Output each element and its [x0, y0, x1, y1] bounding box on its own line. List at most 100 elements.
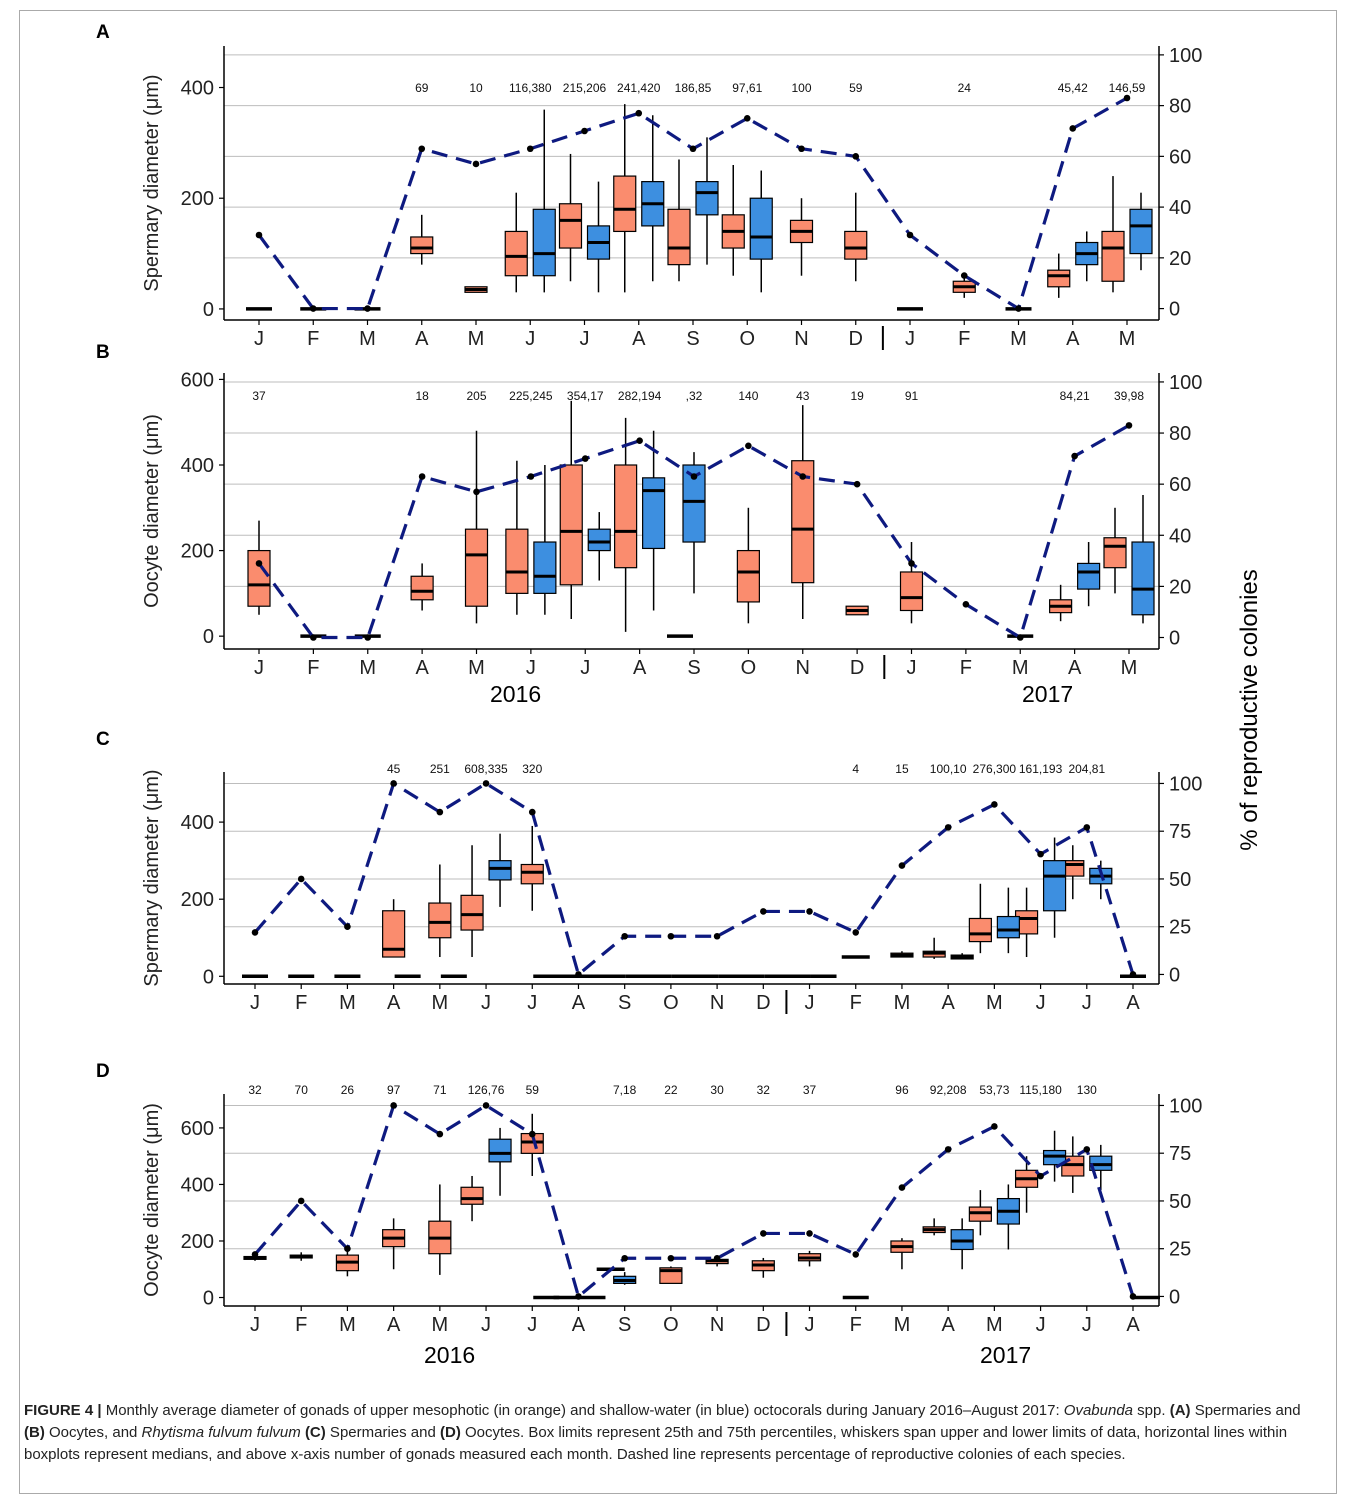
gonad-count-label: 19 — [850, 389, 864, 403]
reproductive-colonies-point — [528, 808, 536, 816]
x-tick-label: A — [387, 992, 401, 1014]
y2-tick-label: 25 — [1169, 1239, 1191, 1261]
y-tick-label: 200 — [181, 1231, 214, 1253]
x-tick-label: D — [850, 657, 864, 679]
x-tick-label: M — [894, 1314, 911, 1336]
mesophotic-box — [520, 863, 544, 885]
reproductive-colonies-point — [1071, 452, 1078, 460]
caption-species-1: Ovabunda — [1063, 1402, 1134, 1419]
x-tick-label: A — [633, 657, 647, 679]
shallow-box — [488, 1138, 512, 1163]
reproductive-colonies-point — [908, 560, 915, 567]
x-tick-label: F — [960, 657, 972, 679]
panel-label-a: A — [96, 22, 110, 43]
gonad-count-label: 146,59 — [1109, 81, 1146, 95]
x-tick-label: J — [250, 1314, 260, 1336]
gonad-count-label: 205 — [466, 389, 486, 403]
caption-text-2: spp. — [1133, 1402, 1170, 1419]
mesophotic-box — [736, 549, 760, 603]
y-axis-label: Spermary diameter (μm) — [141, 74, 163, 291]
gonad-count-label: 320 — [522, 762, 542, 776]
shallow-box — [682, 464, 706, 543]
x-tick-label: M — [1121, 657, 1138, 679]
mesophotic-box — [558, 203, 583, 249]
x-tick-label: M — [986, 1314, 1003, 1336]
x-tick-label: J — [525, 328, 535, 350]
reproductive-colonies-point — [390, 1102, 397, 1109]
reproductive-colonies-point — [297, 1197, 305, 1205]
x-tick-label: N — [710, 1314, 724, 1336]
x-tick-label: N — [710, 992, 724, 1014]
y2-tick-label: 100 — [1169, 372, 1202, 394]
x-tick-label: M — [339, 1314, 356, 1336]
gonad-count-label: 100,10 — [930, 762, 967, 776]
gonad-count-label: 24 — [958, 81, 972, 95]
gonad-count-label: 225,245 — [509, 389, 553, 403]
gonad-count-label: 26 — [341, 1083, 355, 1097]
x-tick-label: N — [794, 328, 808, 350]
reproductive-colonies-point — [255, 560, 263, 567]
reproductive-colonies-point — [528, 1130, 536, 1138]
mesophotic-box — [410, 236, 434, 255]
shallow-box — [695, 181, 719, 216]
y2-tick-label: 20 — [1169, 576, 1191, 598]
reproductive-colonies-point — [852, 153, 860, 160]
caption-lead: FIGURE 4 | — [24, 1402, 102, 1419]
gonad-count-label: 39,98 — [1114, 389, 1144, 403]
y-tick-label: 0 — [203, 966, 214, 988]
y-tick-label: 600 — [181, 1118, 214, 1140]
reproductive-colonies-point — [575, 971, 582, 978]
gonad-count-label: 96 — [895, 1083, 909, 1097]
x-tick-label: J — [254, 657, 264, 679]
mesophotic-box — [247, 549, 271, 607]
y-tick-label: 600 — [181, 369, 214, 391]
x-tick-label: J — [1082, 992, 1092, 1014]
reproductive-colonies-point — [581, 127, 588, 135]
reproductive-colonies-point — [482, 1102, 490, 1109]
x-tick-label: J — [805, 992, 815, 1014]
x-tick-label: J — [250, 992, 260, 1014]
gonad-count-label: 69 — [415, 81, 429, 95]
reproductive-colonies-point — [526, 145, 534, 153]
y2-tick-label: 0 — [1169, 628, 1180, 650]
panel-c: 0 200 400 0 25 50 75 100 Spermary diameter (μm) J… — [141, 762, 1202, 1014]
y-tick-label: 0 — [203, 299, 214, 321]
reproductive-colonies-point — [251, 929, 259, 936]
reproductive-colonies-point — [962, 600, 970, 608]
mesophotic-box — [559, 464, 583, 586]
shallow-box — [996, 915, 1020, 939]
caption-text-4: Oocytes, and — [44, 1424, 142, 1441]
x-tick-label: J — [527, 992, 537, 1014]
reproductive-colonies-point — [297, 875, 305, 883]
gonad-count-label: 97,61 — [732, 81, 762, 95]
y2-tick-label: 0 — [1169, 299, 1180, 321]
y2-tick-label: 100 — [1169, 773, 1202, 795]
figure-frame — [19, 10, 1337, 1494]
reproductive-colonies-point — [1129, 971, 1137, 978]
y-tick-label: 400 — [181, 455, 214, 477]
x-tick-label: O — [739, 328, 755, 350]
reproductive-colonies-point — [418, 473, 426, 480]
figure-caption: FIGURE 4 | Monthly average diameter of g… — [24, 1400, 1304, 1466]
mesophotic-box — [428, 902, 452, 939]
gonad-count-label: 204,81 — [1068, 762, 1105, 776]
reproductive-colonies-point — [944, 824, 952, 831]
gonad-count-label: 100 — [791, 81, 811, 95]
y2-tick-label: 50 — [1169, 869, 1191, 891]
gonad-count-label: 186,85 — [675, 81, 712, 95]
reproductive-colonies-point — [713, 1254, 721, 1262]
caption-text-6: Spermaries and — [325, 1424, 440, 1441]
x-tick-label: A — [387, 1314, 401, 1336]
shallow-box — [749, 197, 773, 260]
x-tick-label: J — [1036, 992, 1046, 1014]
mesophotic-box — [791, 460, 815, 584]
panel-a: 0 200 400 0 20 40 60 80 100 Spermary diameter (μm… — [141, 45, 1202, 350]
x-tick-label: M — [339, 992, 356, 1014]
reproductive-colonies-point — [991, 1123, 998, 1130]
mesophotic-box — [1103, 537, 1127, 569]
gonad-count-label: 354,17 — [567, 389, 604, 403]
reproductive-colonies-point — [1129, 1293, 1137, 1300]
x-tick-label: F — [850, 992, 862, 1014]
caption-text-1: Monthly average diameter of gonads of up… — [101, 1402, 1064, 1419]
